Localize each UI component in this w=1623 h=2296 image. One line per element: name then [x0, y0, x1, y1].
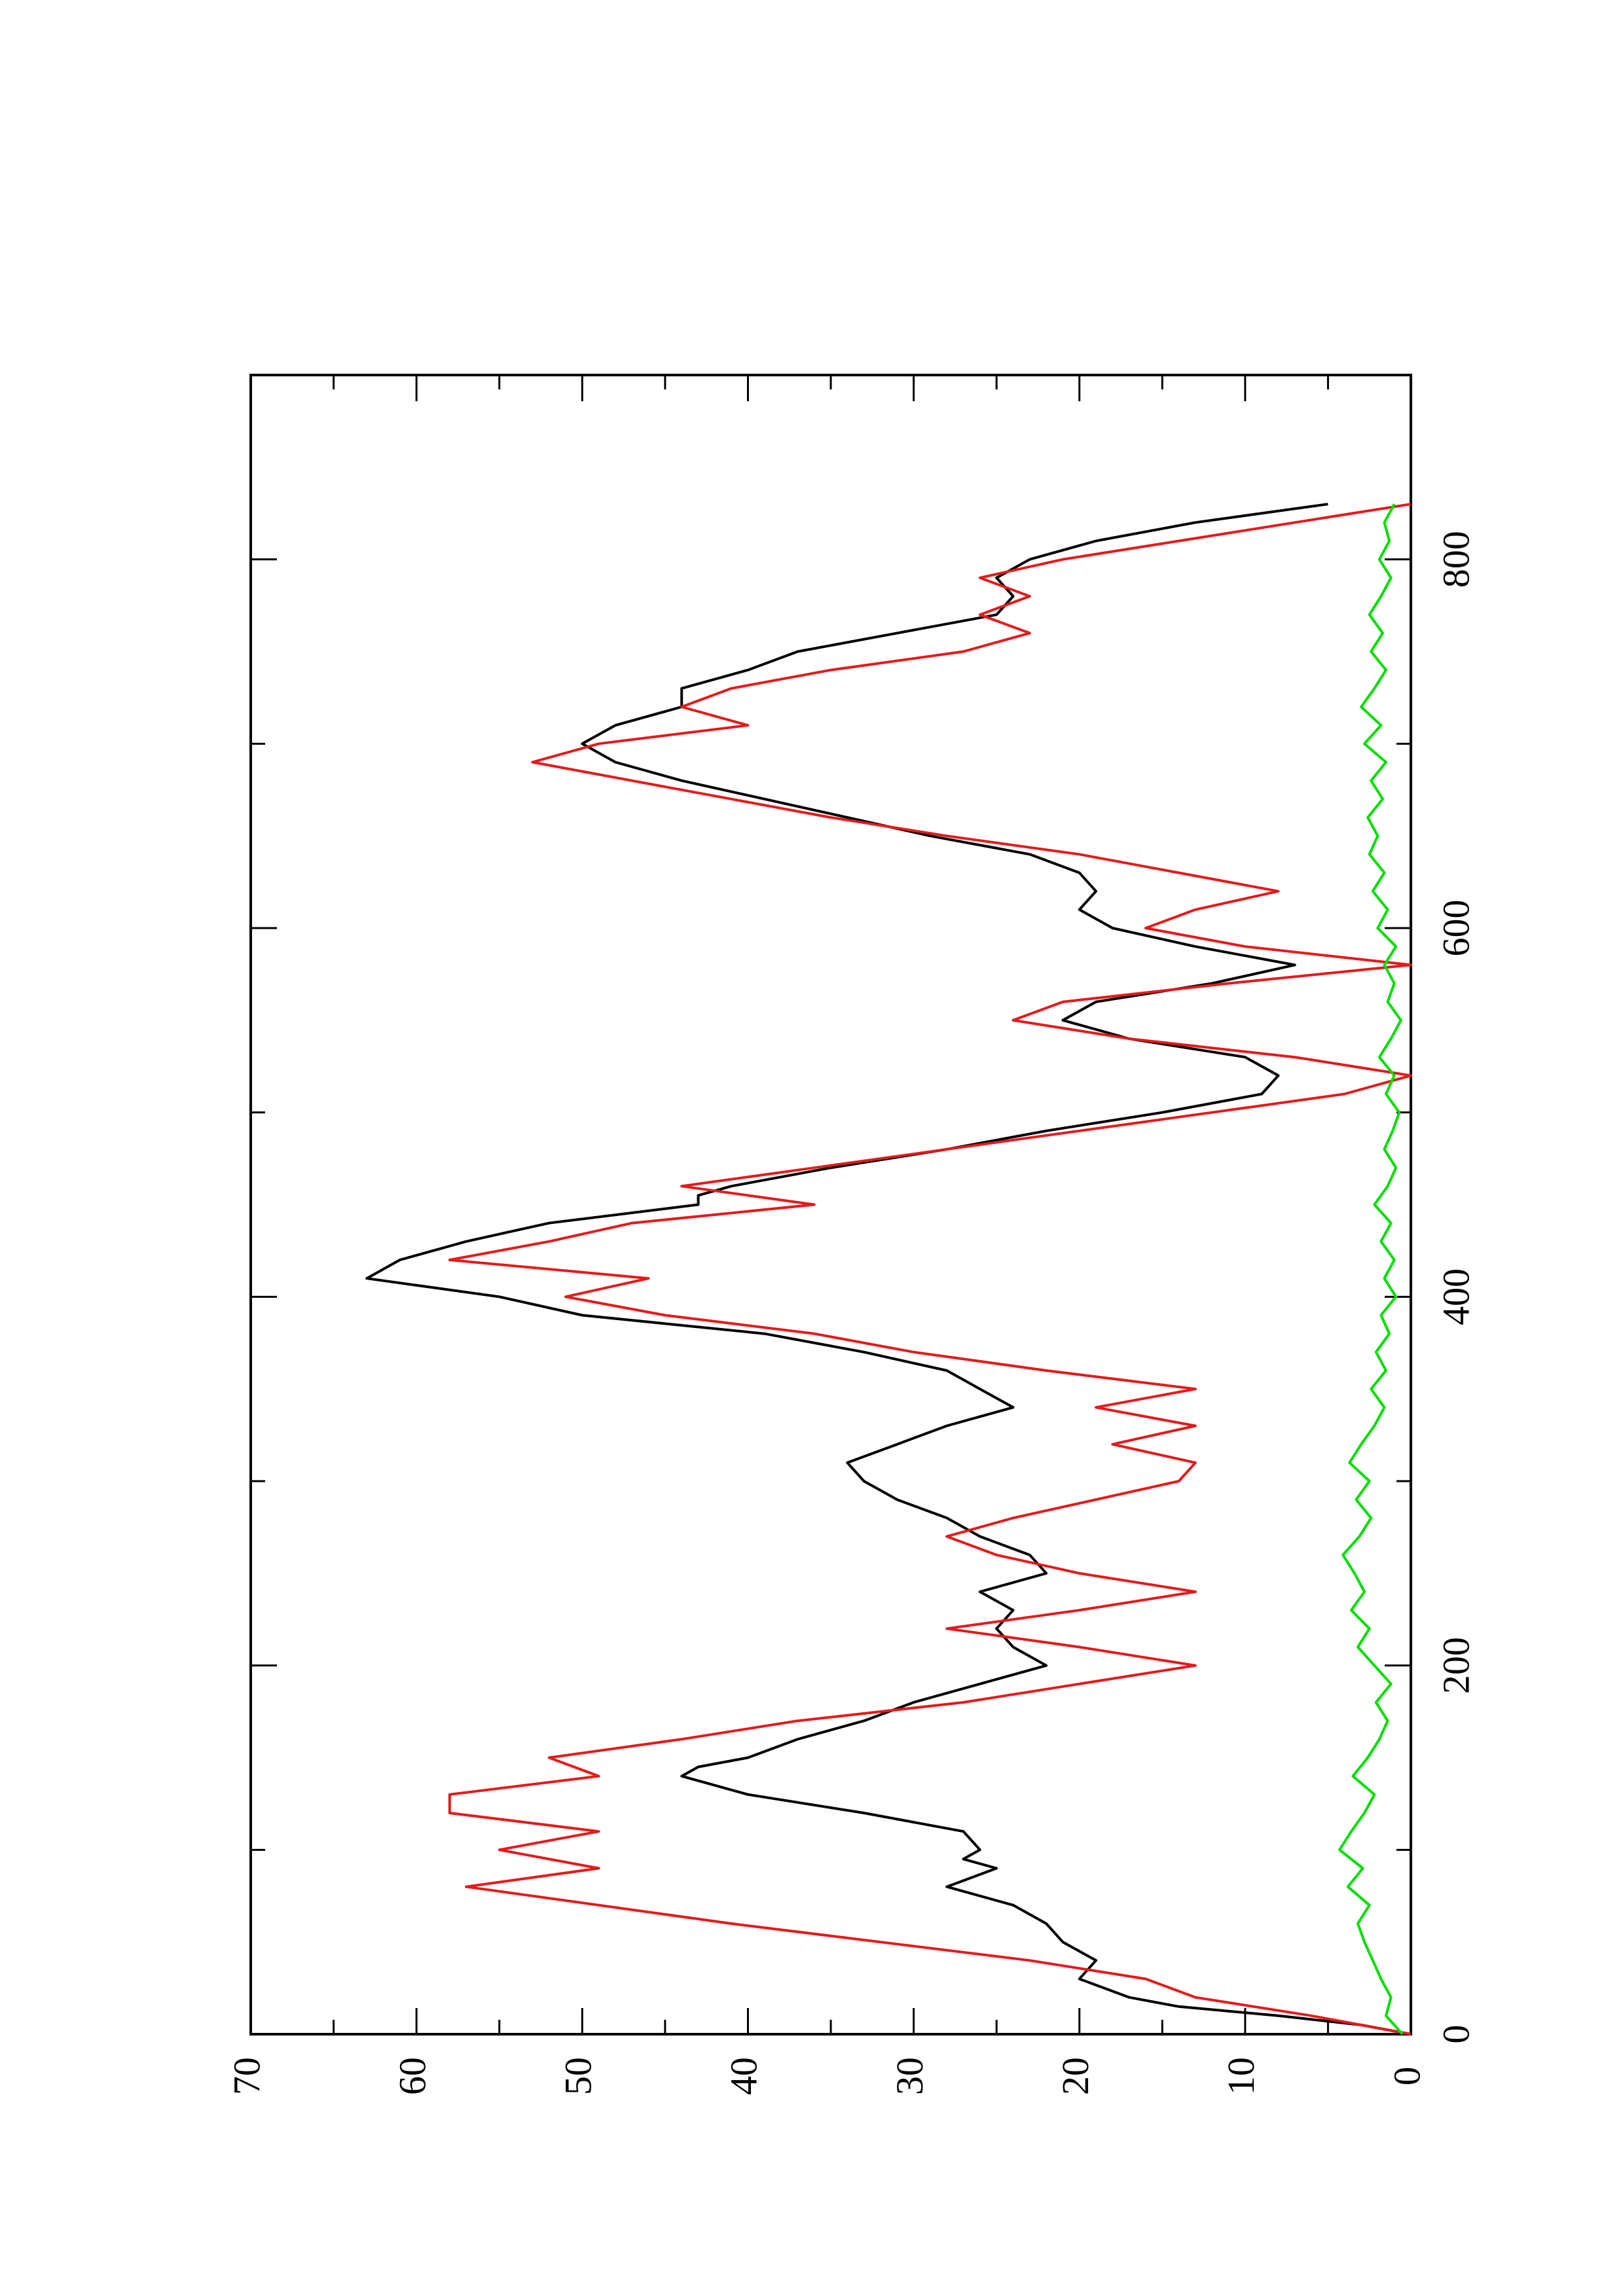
- series-layer: [365, 503, 1412, 2036]
- y-tick-label: 50: [557, 2057, 600, 2095]
- y-tick-label: 0: [1385, 2067, 1428, 2086]
- series-line-2: [448, 503, 1412, 2036]
- tick-labels: 0 200 400 600 800 0 10 20 30 40 50 60 70: [225, 531, 1477, 2095]
- y-tick-label: 40: [723, 2057, 765, 2095]
- x-tick-label: 200: [1434, 1637, 1477, 1694]
- x-tick-label: 400: [1434, 1268, 1477, 1325]
- y-tick-label: 20: [1054, 2057, 1097, 2095]
- y-tick-label: 60: [391, 2057, 433, 2095]
- ticks: [249, 374, 1412, 2036]
- y-tick-label: 70: [225, 2057, 268, 2095]
- x-tick-label: 600: [1434, 900, 1477, 957]
- plot-frame: [249, 374, 1412, 2036]
- y-tick-label: 10: [1220, 2057, 1262, 2095]
- x-tick-label: 800: [1434, 531, 1477, 588]
- series-line-3: [1338, 503, 1404, 2036]
- series-line-1: [365, 503, 1412, 2036]
- x-tick-label: 0: [1434, 2025, 1477, 2044]
- y-tick-label: 30: [888, 2057, 931, 2095]
